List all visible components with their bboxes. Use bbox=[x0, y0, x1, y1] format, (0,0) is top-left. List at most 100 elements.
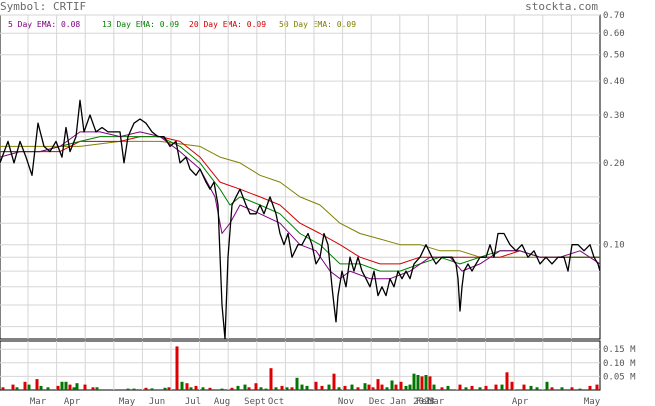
volume-bar bbox=[91, 387, 95, 390]
legend-ema5: 5 Day EMA: 0.08 bbox=[8, 20, 80, 29]
volume-bar bbox=[432, 384, 436, 390]
price-tick-label: 0.50 bbox=[603, 51, 625, 61]
volume-bar bbox=[356, 387, 360, 390]
volume-bar bbox=[95, 387, 99, 390]
volume-bar bbox=[327, 384, 331, 390]
volume-bar bbox=[150, 388, 154, 390]
volume-bar bbox=[189, 387, 193, 390]
volume-bar bbox=[180, 381, 184, 390]
price-tick-label: 0.10 bbox=[603, 241, 625, 251]
axis-tick-labels: 0.70 0.60 0.50 0.40 0.30 0.20 0.10 0.15 M 0.10 M… bbox=[30, 11, 636, 406]
x-tick-label: Jun bbox=[149, 397, 165, 406]
volume-bar bbox=[320, 385, 324, 390]
x-tick-label: Feb bbox=[416, 397, 432, 406]
volume-bar bbox=[46, 387, 50, 390]
volume-bar bbox=[247, 387, 251, 390]
grid bbox=[0, 14, 600, 390]
volume-bar bbox=[440, 387, 444, 390]
volume-bar bbox=[500, 384, 504, 390]
volume-bar bbox=[343, 385, 347, 390]
volume-bar bbox=[230, 387, 234, 390]
volume-bar bbox=[337, 387, 341, 390]
volume-bar bbox=[295, 377, 299, 391]
x-tick-label: Mar bbox=[30, 397, 47, 406]
volume-bar bbox=[314, 381, 318, 390]
volume-bar bbox=[243, 384, 247, 390]
volume-bar bbox=[280, 385, 284, 390]
volume-bar bbox=[285, 387, 289, 390]
series-line-13-day-ema bbox=[0, 136, 600, 272]
volume-bar bbox=[185, 383, 189, 390]
volume-bar bbox=[535, 387, 539, 390]
x-tick-label: Mar bbox=[428, 397, 445, 406]
volume-bar bbox=[416, 375, 420, 390]
price-tick-label: 0.40 bbox=[603, 77, 625, 87]
volume-bar bbox=[399, 381, 403, 390]
volume-bar bbox=[167, 387, 171, 390]
volume-bar bbox=[390, 380, 394, 390]
volume-bar bbox=[510, 381, 514, 390]
x-tick-label: Jan bbox=[390, 397, 406, 406]
volume-bar bbox=[60, 381, 64, 390]
volume-bar bbox=[494, 384, 498, 390]
volume-bar bbox=[376, 379, 380, 390]
volume-bar bbox=[595, 384, 599, 390]
x-tick-label: Oct bbox=[268, 397, 284, 406]
legend-ema20: 20 Day EMA: 0.09 bbox=[189, 20, 266, 29]
volume-bar bbox=[484, 385, 488, 390]
volume-bar bbox=[290, 387, 294, 390]
x-tick-label: Apr bbox=[64, 397, 81, 406]
series-line-20-day-ema bbox=[0, 136, 600, 265]
x-tick-label: Aug bbox=[214, 397, 230, 406]
volume-bar bbox=[550, 387, 554, 390]
volume-bar bbox=[144, 387, 148, 390]
volume-bar bbox=[367, 384, 371, 390]
price-tick-label: 0.30 bbox=[603, 111, 625, 121]
volume-bar bbox=[470, 385, 474, 390]
series-line-50-day-ema bbox=[0, 140, 600, 258]
volume-bar bbox=[404, 385, 408, 390]
volume-bar bbox=[578, 388, 582, 390]
volume-bar bbox=[412, 373, 416, 390]
volume-panel-frame bbox=[0, 340, 601, 391]
volume-bar bbox=[505, 372, 509, 390]
volume-bar bbox=[64, 381, 68, 390]
volume-bar bbox=[560, 387, 564, 390]
x-tick-label: Sept bbox=[244, 397, 266, 406]
volume-bar bbox=[264, 388, 268, 390]
volume-bar bbox=[428, 376, 432, 390]
volume-bar bbox=[126, 388, 130, 390]
price-tick-label: 0.20 bbox=[603, 159, 625, 169]
price-tick-label: 0.60 bbox=[603, 29, 625, 39]
volume-bar bbox=[350, 384, 354, 390]
volume-bar bbox=[254, 383, 258, 390]
price-tick-label: 0.70 bbox=[603, 11, 625, 21]
volume-bar bbox=[201, 387, 205, 390]
x-tick-label: Apr bbox=[512, 397, 529, 406]
volume-bar bbox=[35, 379, 39, 390]
volume-bar bbox=[194, 385, 198, 390]
x-tick-label: Jul bbox=[185, 397, 201, 406]
volume-bar bbox=[478, 387, 482, 390]
volume-bar bbox=[15, 387, 19, 390]
site-label: stockta.com bbox=[525, 0, 598, 13]
volume-bar bbox=[570, 387, 574, 390]
volume-bar bbox=[175, 346, 179, 390]
volume-bar bbox=[56, 385, 60, 390]
volume-bar bbox=[39, 385, 43, 390]
volume-bar bbox=[274, 387, 278, 390]
volume-bar bbox=[72, 387, 76, 390]
volume-bar bbox=[420, 376, 424, 390]
volume-bar bbox=[380, 384, 384, 390]
volume-bar bbox=[11, 384, 15, 390]
volume-bar bbox=[236, 385, 240, 390]
volume-bar bbox=[23, 381, 27, 390]
volume-bars bbox=[1, 346, 599, 391]
volume-bar bbox=[446, 385, 450, 390]
volume-bar bbox=[385, 387, 389, 390]
price-and-ema-lines bbox=[0, 99, 601, 340]
volume-bar bbox=[269, 368, 273, 390]
volume-bar bbox=[83, 384, 87, 390]
volume-bar bbox=[363, 383, 367, 390]
